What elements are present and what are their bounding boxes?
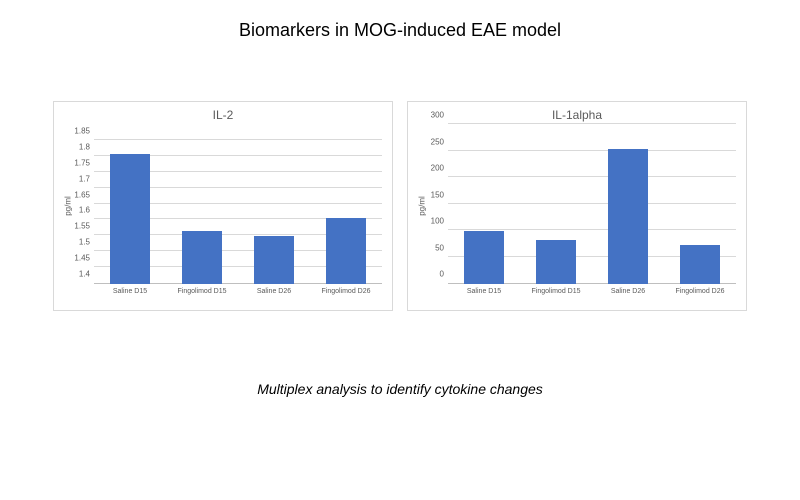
xlabel: Saline D26 xyxy=(592,288,664,295)
xlabel: Saline D26 xyxy=(238,288,310,295)
bar-slot xyxy=(94,124,166,284)
ytick-label: 1.65 xyxy=(74,190,90,199)
xlabel: Fingolimod D26 xyxy=(664,288,736,295)
bar xyxy=(326,218,366,284)
bar-slot xyxy=(520,124,592,284)
bar xyxy=(464,231,504,284)
ytick-label: 100 xyxy=(431,217,444,226)
ytick-label: 1.55 xyxy=(74,222,90,231)
bar xyxy=(254,236,294,284)
chart-body: 050100150200250300 xyxy=(448,124,736,284)
bar xyxy=(608,149,648,284)
chart-ylabel: pg/ml xyxy=(63,196,72,216)
page-root: Biomarkers in MOG-induced EAE model IL-2… xyxy=(0,0,800,500)
bar-slot xyxy=(592,124,664,284)
charts-row: IL-2 pg/ml 1.41.451.51.551.61.651.71.751… xyxy=(0,101,800,311)
ytick-label: 300 xyxy=(431,111,444,120)
bars-container xyxy=(94,124,382,284)
ytick-label: 50 xyxy=(435,243,444,252)
bars-container xyxy=(448,124,736,284)
ytick-label: 1.7 xyxy=(79,174,90,183)
ytick-label: 1.5 xyxy=(79,238,90,247)
bar-slot xyxy=(310,124,382,284)
xlabel: Saline D15 xyxy=(448,288,520,295)
ytick-label: 1.6 xyxy=(79,206,90,215)
ytick-label: 150 xyxy=(431,190,444,199)
xlabel: Fingolimod D15 xyxy=(166,288,238,295)
ytick-label: 250 xyxy=(431,137,444,146)
ytick-label: 1.8 xyxy=(79,142,90,151)
ytick-label: 200 xyxy=(431,164,444,173)
bar xyxy=(110,154,150,284)
bar-slot xyxy=(238,124,310,284)
xlabels-row: Saline D15Fingolimod D15Saline D26Fingol… xyxy=(94,288,382,295)
ytick-label: 1.4 xyxy=(79,270,90,279)
chart-title: IL-2 xyxy=(54,102,392,124)
xlabels-row: Saline D15Fingolimod D15Saline D26Fingol… xyxy=(448,288,736,295)
bar-slot xyxy=(166,124,238,284)
chart-title: IL-1alpha xyxy=(408,102,746,124)
xlabel: Fingolimod D26 xyxy=(310,288,382,295)
ytick-label: 1.75 xyxy=(74,158,90,167)
ytick-label: 1.45 xyxy=(74,254,90,263)
bar-slot xyxy=(448,124,520,284)
chart-ylabel: pg/ml xyxy=(417,196,426,216)
page-title: Biomarkers in MOG-induced EAE model xyxy=(0,0,800,41)
xlabel: Fingolimod D15 xyxy=(520,288,592,295)
bar xyxy=(536,240,576,284)
xlabel: Saline D15 xyxy=(94,288,166,295)
caption-text: Multiplex analysis to identify cytokine … xyxy=(0,381,800,397)
bar xyxy=(182,231,222,284)
chart-body: 1.41.451.51.551.61.651.71.751.81.85 xyxy=(94,124,382,284)
ytick-label: 1.85 xyxy=(74,126,90,135)
bar-slot xyxy=(664,124,736,284)
chart-il2: IL-2 pg/ml 1.41.451.51.551.61.651.71.751… xyxy=(53,101,393,311)
bar xyxy=(680,245,720,284)
ytick-label: 0 xyxy=(440,270,444,279)
chart-il1alpha: IL-1alpha pg/ml 050100150200250300 Salin… xyxy=(407,101,747,311)
